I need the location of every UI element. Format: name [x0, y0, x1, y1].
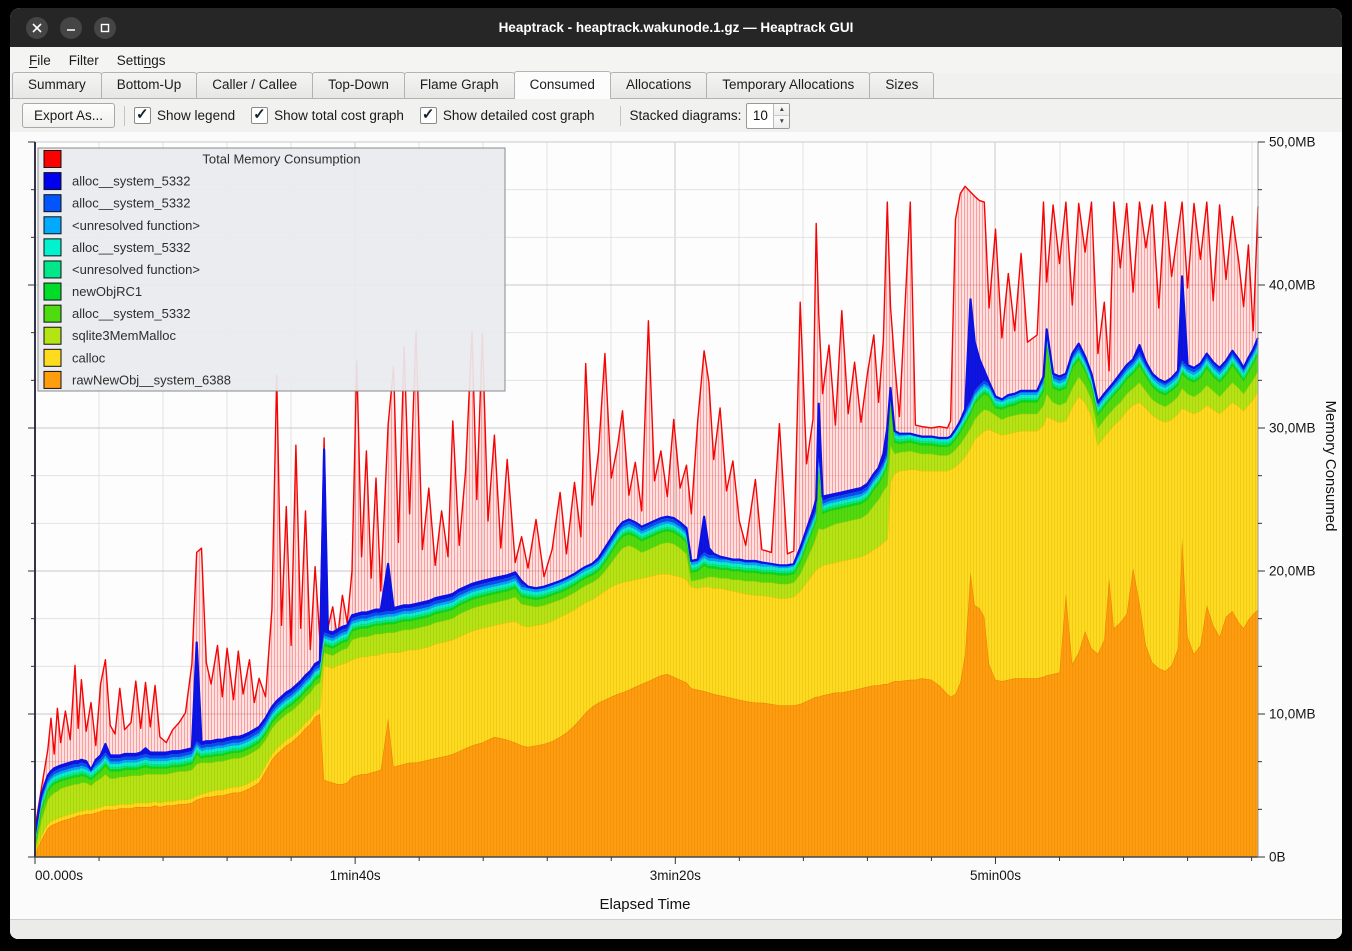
menu-file[interactable]: File: [29, 52, 51, 68]
spinner-value: 10: [752, 108, 768, 123]
tab-bar: Summary Bottom-Up Caller / Callee Top-Down F…: [10, 71, 1342, 99]
legend-swatch: [43, 194, 62, 213]
checkbox-label: Show detailed cost graph: [442, 108, 595, 123]
legend-label: alloc__system_5332: [72, 196, 191, 211]
toolbar-separator: [619, 105, 621, 126]
y-tick-label: 40,0MB: [1269, 278, 1316, 293]
x-tick-label: 3min20s: [650, 868, 701, 883]
checkbox-box[interactable]: ✓: [134, 106, 152, 124]
menu-settings[interactable]: Settings: [116, 52, 166, 68]
window-title: Heaptrack - heaptrack.wakunode.1.gz — He…: [498, 20, 854, 35]
legend-swatch: [43, 260, 62, 279]
legend-swatch: [43, 238, 62, 257]
legend-label: alloc__system_5332: [72, 240, 191, 255]
legend-label: newObjRC1: [72, 284, 142, 299]
stacked-diagrams-label: Stacked diagrams:: [629, 108, 742, 123]
checkmark-icon: ✓: [421, 106, 435, 123]
menu-filter[interactable]: Filter: [68, 52, 99, 68]
legend-swatch: [43, 348, 62, 367]
title-bar: Heaptrack - heaptrack.wakunode.1.gz — He…: [10, 8, 1342, 47]
checkmark-icon: ✓: [253, 106, 266, 123]
checkbox-box[interactable]: ✓: [419, 106, 437, 124]
y-tick-label: 30,0MB: [1269, 421, 1316, 436]
checkbox-show-total-cost-graph[interactable]: ✓ Show total cost graph: [251, 106, 404, 124]
legend-swatch: [43, 172, 62, 191]
legend-label: alloc__system_5332: [72, 174, 191, 189]
checkbox-label: Show total cost graph: [274, 108, 404, 123]
tab-allocations[interactable]: Allocations: [609, 72, 708, 98]
axis-ticks: [28, 141, 1265, 864]
legend-box: [37, 147, 506, 392]
maximize-icon: [100, 23, 110, 33]
close-button[interactable]: [26, 16, 48, 39]
minimize-icon: [66, 23, 76, 33]
x-tick-label: 1min40s: [330, 868, 381, 883]
y-tick-label: 50,0MB: [1269, 135, 1316, 150]
series-stack-top-line: [33, 275, 1260, 835]
legend-label: calloc: [72, 350, 106, 365]
x-tick-label: 00.000s: [35, 868, 83, 883]
spinner-up-icon[interactable]: ▲: [774, 103, 790, 116]
stack-hatch-overlay: [35, 276, 1258, 857]
legend-swatch: [43, 282, 62, 301]
tab-top-down[interactable]: Top-Down: [312, 72, 405, 98]
close-icon: [32, 22, 42, 33]
checkbox-box[interactable]: ✓: [251, 106, 269, 124]
tab-flame-graph[interactable]: Flame Graph: [403, 72, 515, 98]
checkbox-show-detailed-cost-graph[interactable]: ✓ Show detailed cost graph: [419, 106, 595, 124]
tab-temporary-allocations[interactable]: Temporary Allocations: [706, 72, 871, 98]
legend-label: Total Memory Consumption: [202, 152, 360, 167]
export-as-button[interactable]: Export As...: [22, 103, 116, 128]
legend-label: <unresolved function>: [72, 218, 200, 233]
app-window: Heaptrack - heaptrack.wakunode.1.gz — He…: [10, 8, 1342, 939]
maximize-button[interactable]: [94, 16, 116, 39]
tab-bottom-up[interactable]: Bottom-Up: [100, 72, 198, 98]
tab-caller-callee[interactable]: Caller / Callee: [196, 72, 314, 98]
stacked-diagrams-spinner[interactable]: 10 ▲ ▼: [746, 102, 791, 129]
tab-consumed[interactable]: Consumed: [513, 71, 611, 99]
y-tick-label: 20,0MB: [1269, 564, 1316, 579]
consumed-chart-panel: 00.000s 1min40s 3min20s 5min00s 0B 10,0MB 20,0…: [10, 132, 1342, 919]
tab-sizes[interactable]: Sizes: [869, 72, 935, 98]
stacked-diagrams-control: Stacked diagrams: 10 ▲ ▼: [629, 102, 791, 129]
x-axis-title: Elapsed Time: [600, 896, 691, 913]
legend-swatch: [43, 216, 62, 235]
y-tick-label: 0B: [1269, 850, 1286, 865]
legend-label: alloc__system_5332: [72, 306, 191, 321]
memory-consumption-chart[interactable]: 00.000s 1min40s 3min20s 5min00s 0B 10,0MB 20,0…: [10, 132, 1342, 919]
spinner-buttons: ▲ ▼: [773, 103, 790, 128]
legend-label: sqlite3MemMalloc: [72, 328, 177, 343]
series-total-memory-line: [34, 185, 1259, 829]
minimize-button[interactable]: [60, 16, 82, 39]
checkbox-show-legend[interactable]: ✓ Show legend: [134, 106, 236, 124]
legend-label: rawNewObj__system_6388: [72, 372, 231, 387]
tab-summary[interactable]: Summary: [12, 72, 102, 98]
menu-bar: File Filter Settings: [10, 47, 1342, 73]
spinner-down-icon[interactable]: ▼: [774, 116, 790, 128]
legend-swatch: [43, 326, 62, 345]
legend-swatch: [43, 370, 62, 389]
checkbox-label: Show legend: [157, 108, 236, 123]
legend-swatch: [43, 150, 62, 168]
toolbar: Export As... ✓ Show legend ✓ Show total cos…: [10, 99, 1342, 132]
toolbar-separator: [124, 105, 126, 126]
checkbox-group: ✓ Show legend ✓ Show total cost graph ✓ Show …: [134, 106, 611, 124]
window-bottom-edge: [10, 919, 1342, 939]
chart-legend: Total Memory Consumption alloc__system_53…: [37, 147, 506, 392]
x-tick-label: 5min00s: [970, 868, 1021, 883]
legend-swatch: [43, 304, 62, 323]
legend-label: <unresolved function>: [72, 262, 200, 277]
checkmark-icon: ✓: [136, 106, 149, 123]
y-axis-title: Memory Consumed: [1322, 401, 1339, 532]
y-tick-label: 10,0MB: [1269, 707, 1316, 722]
